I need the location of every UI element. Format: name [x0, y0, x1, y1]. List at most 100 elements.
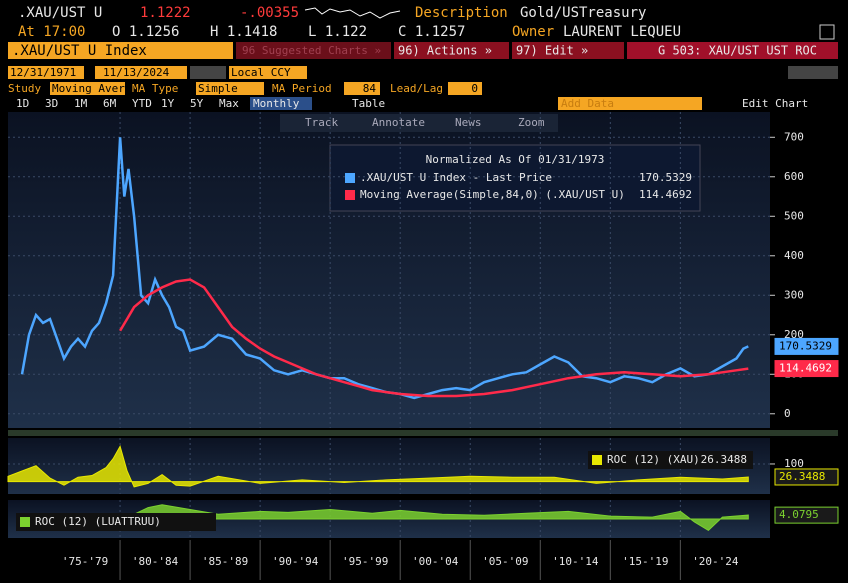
y-tick-label: 200	[784, 328, 804, 341]
description-label: Description	[415, 5, 508, 21]
y-tick-label: 400	[784, 249, 804, 262]
legend-box	[329, 144, 701, 212]
end-date-box[interactable]	[95, 66, 187, 79]
tool-bar	[280, 114, 558, 132]
range-button[interactable]: 6M	[103, 97, 117, 110]
y-tick-label: 700	[784, 130, 804, 143]
legend-swatch	[592, 455, 602, 465]
undo-buttons[interactable]	[788, 66, 838, 79]
legend-value: 26.3488	[701, 453, 747, 466]
security: .XAU/UST U Index	[12, 43, 147, 59]
legend-label: .XAU/UST U Index - Last Price	[360, 171, 552, 184]
edit-chart[interactable]: Edit Chart	[742, 97, 808, 110]
x-tick-label: '75-'79	[62, 555, 108, 568]
start-date: 12/31/1971	[10, 66, 76, 79]
legend-title: Normalized As Of 01/31/1973	[426, 153, 605, 166]
add-data-box[interactable]	[558, 97, 702, 110]
value-tag-label: 170.5329	[779, 339, 832, 352]
range-button[interactable]: 3D	[45, 97, 58, 110]
x-tick-label: '20-'24	[692, 555, 739, 568]
value-tag	[774, 468, 839, 486]
chart-name-box	[627, 42, 838, 59]
study-box[interactable]	[50, 82, 125, 95]
tool-button[interactable]: Zoom	[518, 116, 545, 129]
close: C 1.1257	[398, 24, 465, 40]
start-date-box[interactable]	[8, 66, 84, 79]
sparkline	[304, 7, 401, 19]
range-button[interactable]: YTD	[132, 97, 152, 110]
ma-period-box[interactable]	[344, 82, 380, 95]
legend-box	[588, 451, 753, 469]
legend-swatch	[345, 173, 355, 183]
high: H 1.1418	[210, 24, 277, 40]
range-button[interactable]: 1Y	[161, 97, 175, 110]
y-tick-label: 600	[784, 170, 804, 183]
legend-label: ROC (12) (LUATTRUU)	[35, 515, 161, 528]
lead-lag-box[interactable]	[448, 82, 482, 95]
description: Gold/USTreasury	[520, 5, 646, 21]
chart-name: G 503: XAU/UST UST ROC	[658, 44, 817, 58]
range-button[interactable]: 5Y	[190, 97, 204, 110]
value-tag	[774, 337, 839, 355]
y-tick-label: 100	[784, 457, 804, 470]
time: At 17:00	[18, 24, 85, 40]
tool-button[interactable]: Track	[305, 116, 338, 129]
owner-label: Owner	[512, 24, 554, 40]
security-box[interactable]	[8, 42, 233, 59]
legend-value: 170.5329	[639, 171, 692, 184]
add-data: Add Data	[561, 97, 614, 110]
ma-period-label: MA Period	[272, 82, 332, 95]
x-tick-label: '05-'09	[482, 555, 528, 568]
value-tag-label: 26.3488	[779, 470, 825, 483]
owner: LAURENT LEQUEU	[563, 24, 681, 40]
study-label: Study	[8, 82, 41, 95]
ma-type-box[interactable]	[196, 82, 264, 95]
value-tag	[774, 506, 839, 524]
tool-button[interactable]: News	[455, 116, 482, 129]
range-button[interactable]: 1M	[74, 97, 88, 110]
legend-swatch	[345, 190, 355, 200]
x-tick-label: '85-'89	[202, 555, 248, 568]
change: -.00355	[240, 5, 299, 21]
x-tick-label: '80-'84	[132, 555, 179, 568]
ma-type-label: MA Type	[132, 82, 178, 95]
range-button[interactable]: 1D	[16, 97, 29, 110]
ticker: .XAU/UST U	[18, 5, 102, 21]
lead-lag-label: Lead/Lag	[390, 82, 443, 95]
open: O 1.1256	[112, 24, 179, 40]
value-tag	[774, 360, 839, 378]
legend-label: ROC (12) (XAU)	[607, 453, 700, 466]
actions-button[interactable]	[394, 42, 509, 59]
y-tick-label: 300	[784, 288, 804, 301]
legend-label: Moving Average(Simple,84,0) (.XAU/UST U)	[360, 188, 625, 201]
currency-box[interactable]	[229, 66, 307, 79]
study: Moving Aver	[52, 82, 125, 95]
line	[119, 278, 749, 398]
divider	[8, 430, 838, 436]
suggested: 96 Suggested Charts »	[242, 44, 381, 57]
y-tick-label: 0	[784, 407, 791, 420]
x-tick-label: '10-'14	[552, 555, 599, 568]
table: Table	[352, 97, 385, 110]
area	[77, 504, 749, 532]
end-date: 11/13/2024	[103, 66, 170, 79]
lead-lag: 0	[471, 82, 478, 95]
x-tick-label: '90-'94	[272, 555, 319, 568]
line	[20, 137, 749, 400]
value-tag-label: 114.4692	[779, 362, 832, 375]
legend-value: 114.4692	[639, 188, 692, 201]
legend-box	[16, 513, 216, 531]
low: L 1.122	[308, 24, 367, 40]
tool-button[interactable]: Annotate	[372, 116, 425, 129]
nav-buttons[interactable]	[190, 66, 226, 79]
window-icon[interactable]	[819, 24, 835, 40]
value-tag-label: 4.0795	[779, 508, 819, 521]
y-tick-label: 500	[784, 209, 804, 222]
price: 1.1222	[140, 5, 191, 21]
edit-button[interactable]	[512, 42, 624, 59]
suggested-button[interactable]	[236, 42, 391, 59]
ma-type: Simple	[198, 82, 238, 95]
frequency-box[interactable]	[250, 97, 312, 110]
range-button[interactable]: Max	[219, 97, 239, 110]
